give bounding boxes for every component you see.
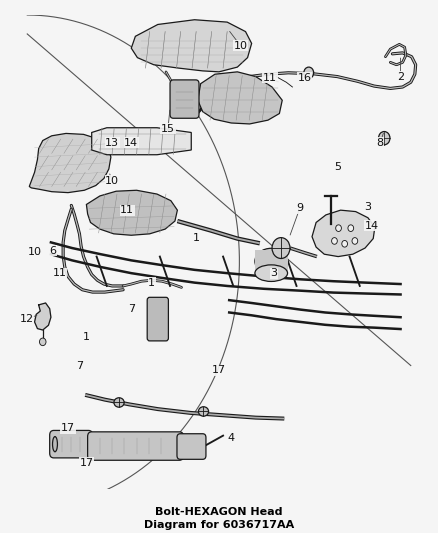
Text: 13: 13 xyxy=(105,138,119,148)
Polygon shape xyxy=(92,128,191,155)
Text: Bolt-HEXAGON Head
Diagram for 6036717AA: Bolt-HEXAGON Head Diagram for 6036717AA xyxy=(144,507,294,530)
Circle shape xyxy=(272,238,290,259)
Circle shape xyxy=(39,338,46,345)
Text: 10: 10 xyxy=(28,247,42,257)
FancyBboxPatch shape xyxy=(177,434,206,459)
Circle shape xyxy=(336,225,341,231)
Text: 11: 11 xyxy=(263,72,277,83)
Ellipse shape xyxy=(255,265,287,281)
Polygon shape xyxy=(131,20,252,72)
Text: 10: 10 xyxy=(233,41,247,51)
Text: 12: 12 xyxy=(19,314,33,324)
Text: 11: 11 xyxy=(120,205,134,215)
Polygon shape xyxy=(35,303,51,330)
Text: 3: 3 xyxy=(271,268,278,278)
Ellipse shape xyxy=(198,407,208,416)
Text: 2: 2 xyxy=(397,71,404,82)
FancyBboxPatch shape xyxy=(88,432,184,461)
Text: 17: 17 xyxy=(212,365,226,375)
Circle shape xyxy=(332,238,337,244)
Circle shape xyxy=(304,67,314,78)
Text: 14: 14 xyxy=(124,138,138,148)
Text: 7: 7 xyxy=(128,304,135,314)
Polygon shape xyxy=(312,210,375,256)
Text: 14: 14 xyxy=(365,221,379,231)
Text: 7: 7 xyxy=(76,360,83,370)
Ellipse shape xyxy=(53,437,57,452)
Text: 5: 5 xyxy=(334,161,341,172)
Polygon shape xyxy=(86,190,177,235)
Text: 1: 1 xyxy=(83,332,90,342)
Text: 9: 9 xyxy=(296,203,304,213)
Circle shape xyxy=(348,225,353,231)
Text: 17: 17 xyxy=(79,458,93,467)
Text: 1: 1 xyxy=(193,232,200,243)
Polygon shape xyxy=(29,133,111,192)
Bar xyxy=(255,251,287,273)
Text: 6: 6 xyxy=(49,246,56,256)
Circle shape xyxy=(352,238,358,244)
Text: 8: 8 xyxy=(377,138,384,148)
FancyBboxPatch shape xyxy=(49,431,92,458)
Text: 4: 4 xyxy=(228,432,235,442)
Text: 1: 1 xyxy=(148,278,155,288)
FancyBboxPatch shape xyxy=(147,297,168,341)
FancyBboxPatch shape xyxy=(170,80,199,118)
Ellipse shape xyxy=(114,398,124,407)
Text: 11: 11 xyxy=(53,268,67,278)
Polygon shape xyxy=(198,72,282,124)
Text: 17: 17 xyxy=(61,423,75,433)
Ellipse shape xyxy=(255,248,287,274)
Circle shape xyxy=(378,132,390,145)
Text: 16: 16 xyxy=(298,72,312,83)
Text: 10: 10 xyxy=(105,176,119,186)
Text: 3: 3 xyxy=(364,202,371,212)
Circle shape xyxy=(342,240,347,247)
Text: 15: 15 xyxy=(161,124,175,134)
